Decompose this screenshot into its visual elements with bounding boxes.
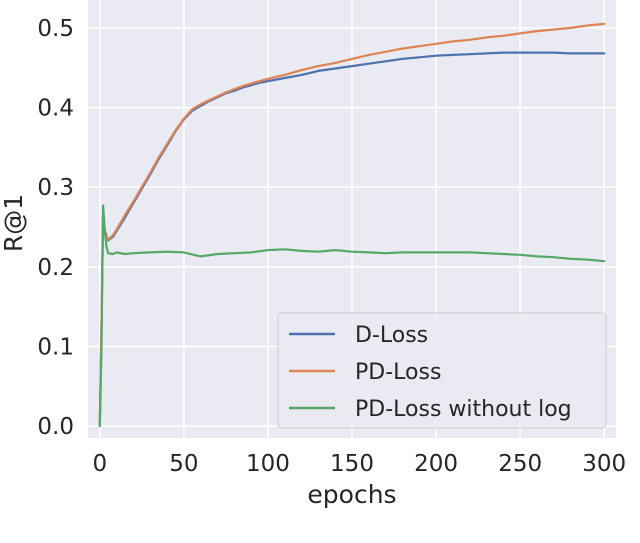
legend-label: PD-Loss [355,360,441,385]
x-axis-title: epochs [307,480,396,509]
y-axis-ticks: 0.0 0.1 0.2 0.3 0.4 0.5 [37,16,74,440]
x-tick-label: 250 [498,451,542,477]
y-tick-label: 0.5 [37,16,74,42]
x-tick-label: 200 [414,451,458,477]
y-tick-label: 0.3 [37,175,74,201]
legend-label: PD-Loss without log [355,397,572,422]
x-axis-ticks: 0 50 100 150 200 250 300 [92,451,626,477]
y-tick-label: 0.4 [37,96,74,122]
y-tick-label: 0.0 [37,414,74,440]
legend-label: D-Loss [355,323,428,348]
x-tick-label: 0 [92,451,107,477]
y-axis-title: R@1 [0,194,28,252]
y-tick-label: 0.1 [37,334,74,360]
x-tick-label: 150 [330,451,374,477]
series-line-2 [98,22,606,428]
series-layer [98,22,606,428]
x-tick-label: 50 [169,451,198,477]
grid-lines [88,0,616,438]
x-tick-label: 100 [246,451,290,477]
series-line-1 [98,51,606,428]
legend: D-Loss PD-Loss PD-Loss without log [277,312,607,429]
legend-box [277,312,607,429]
x-tick-label: 300 [582,451,626,477]
y-tick-label: 0.2 [37,255,74,281]
series-line-3 [98,204,606,428]
